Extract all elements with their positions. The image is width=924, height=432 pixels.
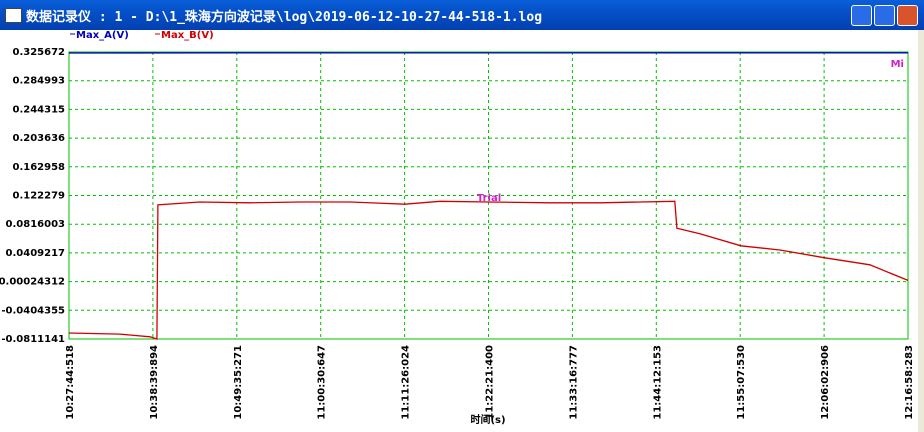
x-axis-label: 时间(s) <box>470 413 505 426</box>
x-tick-label: 11:22:21:400 <box>484 345 495 420</box>
y-tick-label: -0.0811141 <box>1 334 65 345</box>
corner-label: Mi <box>891 59 904 70</box>
y-tick-label: 0.0816003 <box>6 219 66 230</box>
app-icon <box>5 8 22 23</box>
x-tick-label: 11:33:16:777 <box>568 345 579 420</box>
y-tick-label: 0.162958 <box>12 162 65 173</box>
y-tick-label: 0.244315 <box>12 104 65 115</box>
x-tick-label: 12:16:58:283 <box>904 345 915 420</box>
y-tick-label: 0.284993 <box>12 76 65 87</box>
y-tick-label: -0.0404355 <box>1 305 65 316</box>
x-tick-label: 10:38:39:894 <box>149 345 160 420</box>
series-line <box>68 200 909 340</box>
x-tick-label: 10:49:35:271 <box>233 345 244 420</box>
maximize-button[interactable] <box>874 5 895 26</box>
y-tick-label: 0.0409217 <box>6 248 66 259</box>
plot-frame <box>68 51 909 340</box>
window-title: 数据记录仪 : 1 - D:\1_珠海方向波记录\log\2019-06-12-… <box>26 10 543 25</box>
chart: 0.325672 0.284993 0.244315 0.203636 0.162958… <box>0 30 918 432</box>
legend-label: Max_A(V) <box>76 30 129 41</box>
x-tick-label: 11:44:12:153 <box>652 345 663 420</box>
x-tick-label: 12:06:02:906 <box>820 345 831 420</box>
watermark: Trial <box>477 193 501 204</box>
x-tick-label: 11:11:26:024 <box>401 345 412 420</box>
close-button[interactable] <box>897 5 918 26</box>
x-tick-label: 11:00:30:647 <box>317 345 328 420</box>
x-tick-label: 11:55:07:530 <box>736 345 747 420</box>
x-tick-label: 10:27:44:518 <box>65 345 76 420</box>
legend-label: Max_B(V) <box>161 30 214 41</box>
y-tick-label: 0.122279 <box>12 190 65 201</box>
y-tick-label: 0.325672 <box>12 47 65 58</box>
y-tick-label: 0.00024312 <box>0 277 65 288</box>
minimize-button[interactable] <box>851 5 872 26</box>
title-bar: 数据记录仪 : 1 - D:\1_珠海方向波记录\log\2019-06-12-… <box>0 0 924 30</box>
y-tick-label: 0.203636 <box>12 133 65 144</box>
